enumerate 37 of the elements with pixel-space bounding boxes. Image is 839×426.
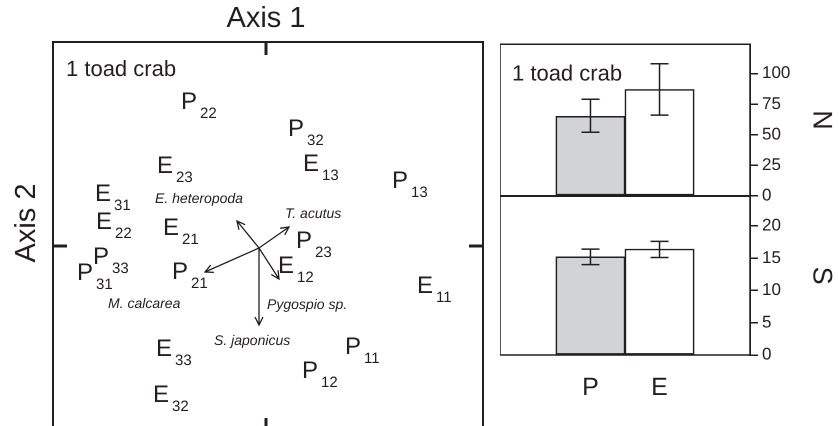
- text: E$_{32}$: [153, 381, 189, 415]
- text: T. acutus: [285, 205, 342, 221]
- x-tick-label: E: [651, 372, 668, 401]
- text: P$_{22}$: [181, 88, 217, 122]
- text: E$_{23}$: [157, 152, 193, 186]
- text: E$_{33}$: [156, 335, 192, 369]
- text: E$_{31}$: [95, 180, 131, 214]
- text: P$_{12}$: [302, 357, 338, 391]
- y-axis-title: N: [807, 110, 838, 130]
- text: P$_{13}$: [392, 167, 428, 201]
- text: S. japonicus: [214, 332, 290, 348]
- text: P$_{21}$: [172, 258, 208, 292]
- y-tick-label: 0: [762, 344, 772, 364]
- annotation: 1 toad crab: [512, 60, 622, 86]
- text: E$_{11}$: [417, 272, 452, 306]
- y-axis-title: S: [807, 266, 838, 285]
- text: E. heteropoda: [155, 190, 243, 206]
- text: Axis 2: [10, 184, 42, 262]
- text: Axis 1: [226, 2, 306, 34]
- y-tick-label: 15: [762, 248, 781, 267]
- y-tick-label: 25: [762, 154, 781, 174]
- text: P$_{32}$: [288, 115, 324, 149]
- text: 1 toad crab: [66, 56, 176, 81]
- text: P$_{11}$: [345, 333, 380, 367]
- text: Pygospio sp.: [267, 296, 348, 312]
- text: E$_{21}$: [163, 214, 199, 248]
- y-tick-label: 50: [762, 124, 781, 144]
- y-tick-label: 20: [762, 216, 781, 235]
- y-tick-label: 100: [762, 63, 790, 82]
- text: M. calcarea: [108, 295, 180, 311]
- text: E$_{13}$: [303, 150, 339, 184]
- y-tick-label: 5: [762, 312, 772, 332]
- text: P$_{33}$: [93, 243, 129, 277]
- y-tick-label: 0: [762, 185, 772, 204]
- y-tick-label: 10: [762, 280, 781, 300]
- x-tick-label: P: [582, 372, 599, 401]
- y-tick-label: 75: [762, 94, 781, 113]
